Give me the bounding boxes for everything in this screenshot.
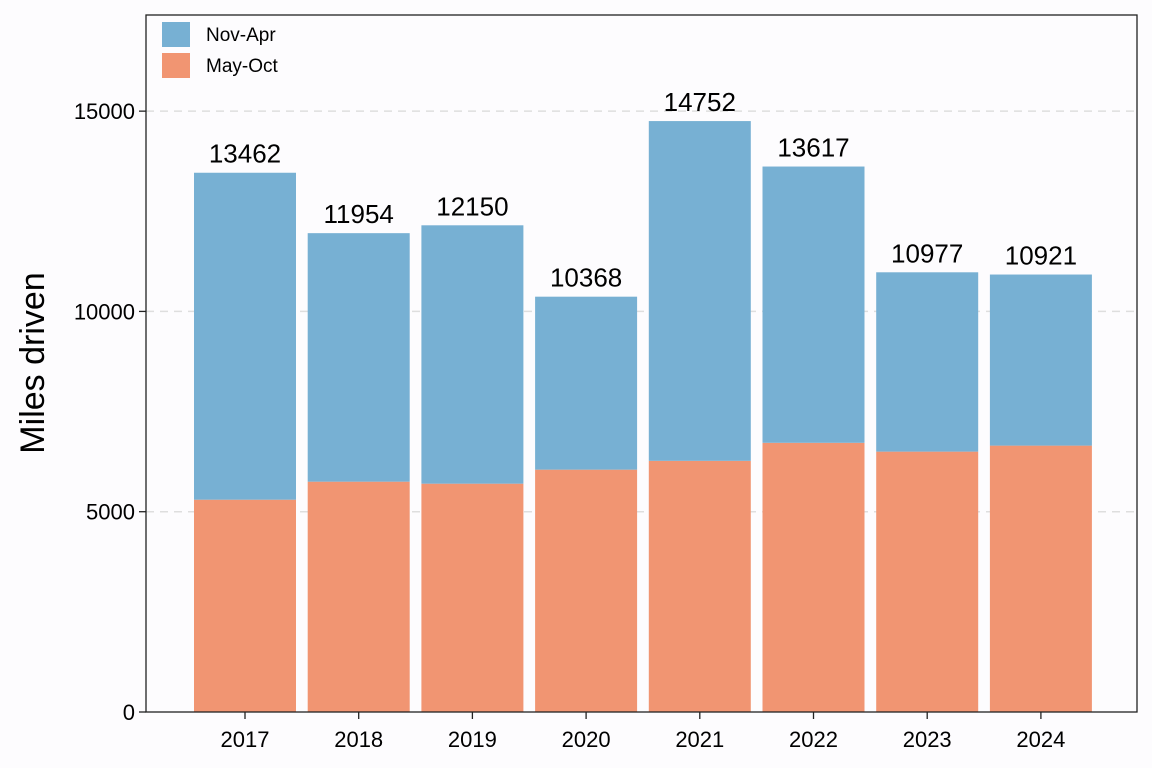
y-tick-label: 0 [123, 700, 135, 725]
bar-may-oct-2022 [762, 442, 865, 712]
legend-swatch-may-oct [162, 53, 190, 78]
x-tick-label-2020: 2020 [562, 727, 611, 752]
bar-may-oct-2021 [648, 460, 751, 712]
bar-nov-apr-2018 [307, 233, 410, 482]
bar-may-oct-2024 [989, 445, 1092, 712]
legend-label-nov-apr: Nov-Apr [206, 25, 276, 46]
total-labels: 13462 11954 12150 10368 14752 13617 10977 10921 [209, 87, 1077, 293]
legend: Nov-Apr May-Oct [162, 22, 279, 78]
total-label-2017: 13462 [209, 139, 281, 169]
y-axis-title: Miles driven [14, 272, 52, 453]
bar-may-oct-2017 [194, 499, 296, 712]
total-label-2019: 12150 [436, 191, 508, 221]
x-axis: 2017 2018 2019 2020 2021 2022 2023 2024 [221, 712, 1065, 752]
bar-nov-apr-2020 [535, 296, 638, 470]
bar-nov-apr-2024 [989, 274, 1092, 446]
y-tick-label: 10000 [74, 299, 135, 324]
total-label-2021: 14752 [664, 87, 736, 117]
bar-nov-apr-2022 [762, 166, 865, 443]
bar-nov-apr-2023 [876, 272, 979, 452]
bar-may-oct-2020 [535, 469, 638, 712]
total-label-2020: 10368 [550, 263, 622, 293]
bar-may-oct-2019 [421, 483, 524, 712]
x-tick-label-2023: 2023 [903, 727, 952, 752]
bar-nov-apr-2019 [421, 225, 524, 484]
bar-may-oct-2023 [876, 451, 979, 712]
x-tick-label-2022: 2022 [789, 727, 838, 752]
legend-swatch-nov-apr [162, 22, 190, 47]
x-tick-label-2024: 2024 [1016, 727, 1065, 752]
x-tick-label-2018: 2018 [334, 727, 383, 752]
total-label-2024: 10921 [1005, 241, 1077, 271]
legend-label-may-oct: May-Oct [206, 56, 279, 77]
x-tick-label-2019: 2019 [448, 727, 497, 752]
bar-nov-apr-2021 [648, 121, 751, 461]
grid-lines [146, 110, 1137, 513]
total-label-2022: 13617 [777, 133, 849, 163]
bar-nov-apr-2017 [194, 172, 296, 500]
plot-panel-border [145, 14, 1138, 713]
bars [194, 121, 1092, 712]
x-tick-label-2021: 2021 [675, 727, 724, 752]
total-label-2023: 10977 [891, 238, 963, 268]
bar-may-oct-2018 [307, 481, 410, 712]
y-axis: 0 5000 10000 15000 [74, 99, 146, 725]
y-tick-label: 5000 [86, 500, 135, 525]
total-label-2018: 11954 [324, 199, 394, 229]
y-tick-label: 15000 [74, 99, 135, 124]
x-tick-label-2017: 2017 [221, 727, 270, 752]
